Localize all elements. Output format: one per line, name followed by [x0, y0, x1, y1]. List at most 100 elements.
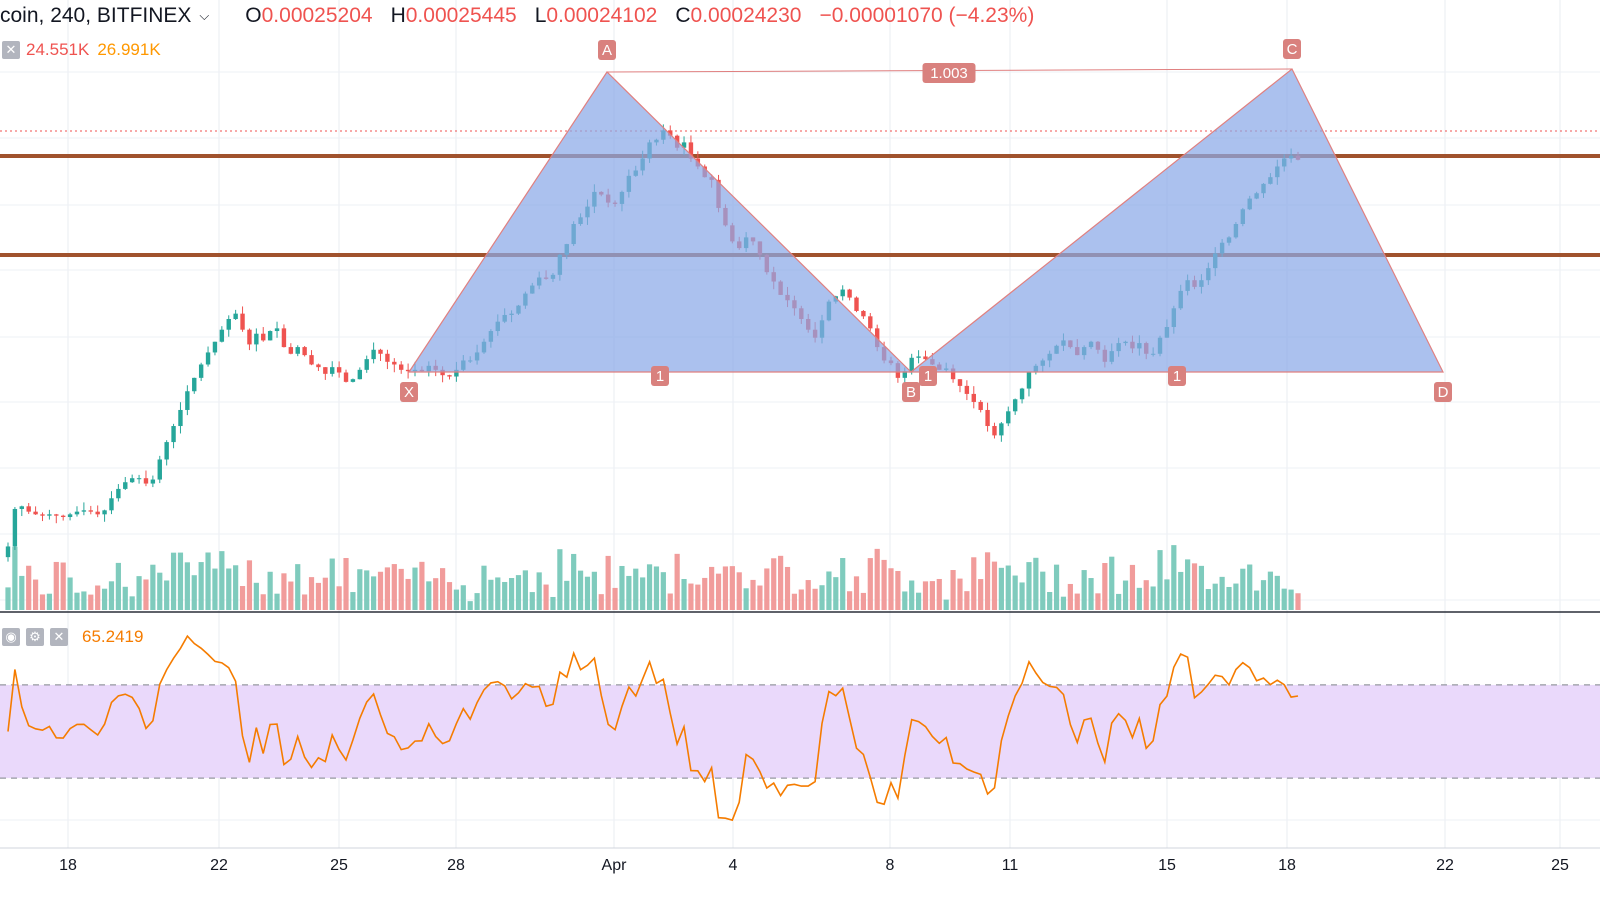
volume-bar [212, 568, 218, 610]
volume-bar [984, 552, 991, 610]
rsi-band-fill [0, 684, 1600, 779]
volume-bar [874, 548, 880, 610]
volume-bar [1033, 557, 1039, 610]
volume-bar [902, 591, 908, 610]
candle-body [102, 510, 107, 515]
chevron-down-icon[interactable]: ⌵ [199, 8, 210, 23]
volume-bar [778, 555, 784, 610]
volume-bar [936, 578, 942, 610]
volume-bar [653, 566, 660, 610]
volume-bar [915, 592, 922, 610]
volume-bar [1026, 562, 1032, 610]
volume-bar [391, 564, 397, 610]
point-label-x-text: X [404, 384, 414, 401]
volume-bar [322, 577, 328, 610]
point-label-x: X [400, 382, 418, 402]
volume-bar [950, 570, 956, 610]
volume-bar [791, 593, 798, 610]
x-tick-label: 25 [1551, 857, 1569, 874]
volume-bar [384, 567, 391, 610]
volume-bar [260, 594, 266, 610]
candle-body [385, 353, 390, 362]
volume-bar [488, 579, 494, 610]
low-label: L [534, 4, 547, 27]
point-label-a-bg [598, 40, 616, 60]
candle-body [999, 423, 1004, 436]
volume-bar [1102, 563, 1108, 610]
volume-bar [12, 546, 18, 610]
candle-body [219, 329, 225, 342]
volume-bar [929, 581, 935, 610]
ratio-label-text: 1 [1173, 368, 1181, 385]
volume-bar [1040, 571, 1046, 610]
volume-bar [315, 582, 322, 610]
volume-bar [798, 589, 804, 610]
volume-bar [1157, 550, 1163, 610]
rsi-band [0, 684, 1600, 779]
x-tick-label: 15 [1158, 857, 1176, 874]
x-tick-label: 22 [210, 857, 228, 874]
volume-bar [695, 584, 701, 610]
volume-bar [819, 585, 825, 610]
volume-bar [205, 552, 211, 610]
volume-bar [115, 562, 121, 610]
candle-body [60, 515, 66, 518]
candle-body [26, 506, 31, 512]
candle-body [364, 359, 369, 370]
volume-bar [502, 581, 508, 610]
volume-bar [543, 584, 549, 610]
volume-bar [288, 581, 294, 610]
volume-bar [481, 565, 487, 610]
volume-bar [136, 576, 142, 610]
candle-body [399, 364, 404, 370]
candle-body [681, 142, 687, 148]
rsi-value: 65.2419 [82, 627, 144, 646]
candle-body [854, 297, 859, 311]
volume-bar [157, 572, 163, 610]
volume-bar [1122, 580, 1129, 610]
volume-bar [108, 581, 115, 610]
x-tick-label: Apr [602, 857, 628, 874]
volume-value-b: 26.991K [97, 40, 161, 59]
volume-bar [19, 575, 25, 610]
volume-bar [1047, 591, 1053, 610]
candle-body [281, 328, 287, 348]
close-icon[interactable]: ✕ [2, 41, 20, 59]
candle-body [447, 375, 452, 377]
rsi-legend: ◉ ⚙ ✕ 65.2419 [0, 625, 143, 649]
volume-bar [198, 562, 204, 610]
symbol-label[interactable]: coin, 240, BITFINEX [0, 4, 192, 27]
volume-bar [922, 581, 929, 610]
volume-bar [1247, 564, 1253, 610]
candle-body [185, 391, 190, 410]
volume-bar [812, 588, 818, 610]
volume-bar [508, 578, 515, 610]
candle-body [226, 318, 231, 330]
volume-bar [1005, 565, 1011, 610]
x-tick-label: 28 [447, 857, 465, 874]
candle-body [192, 377, 197, 392]
gear-icon[interactable]: ⚙ [26, 628, 44, 646]
volume-bar [1178, 571, 1184, 610]
candle-body [316, 364, 321, 368]
candle-body [378, 349, 383, 354]
candle-body [143, 478, 149, 484]
volume-bar [577, 570, 584, 610]
close-icon[interactable]: ✕ [50, 628, 68, 646]
volume-bar [226, 568, 232, 610]
candle-body [909, 357, 914, 372]
volume-bar [1254, 590, 1260, 610]
candle-body [343, 372, 349, 382]
volume-bar [895, 570, 901, 610]
candle-body [150, 479, 156, 484]
pattern-triangle-xab [407, 71, 913, 373]
candle-body [254, 333, 259, 345]
volume-bar [640, 577, 646, 610]
ratio-label-text: 1 [656, 368, 664, 385]
volume-bar [253, 582, 259, 610]
volume-bar [612, 587, 618, 610]
volume-bar [619, 565, 625, 610]
eye-icon[interactable]: ◉ [2, 628, 20, 646]
volume-bar [46, 593, 52, 610]
